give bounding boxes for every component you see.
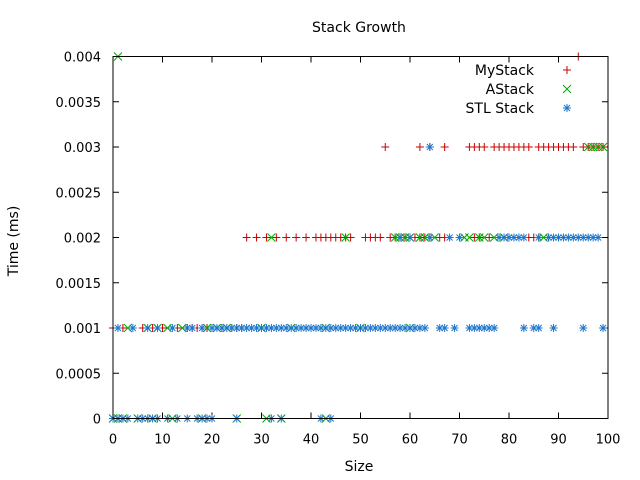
series-3 [109, 143, 608, 423]
data-point [406, 233, 414, 242]
y-tick-label: 0.004 [64, 51, 101, 66]
data-point [569, 233, 578, 242]
legend-marker [562, 84, 572, 94]
data-point [534, 233, 543, 242]
y-tick-label: 0.0035 [56, 96, 102, 111]
y-tick-label: 0.0015 [56, 277, 102, 292]
data-point [440, 143, 449, 151]
data-point [480, 143, 489, 151]
data-point [257, 324, 266, 332]
data-point [188, 324, 197, 332]
y-tick-label: 0 [93, 413, 101, 428]
data-point [450, 324, 459, 332]
x-tick-label: 40 [303, 433, 320, 448]
data-point [524, 143, 533, 151]
data-point [113, 324, 122, 332]
data-point [479, 233, 489, 242]
x-tick-label: 60 [402, 433, 419, 448]
x-tick-label: 80 [501, 433, 518, 448]
x-tick-label: 30 [253, 433, 270, 448]
legend-marker [563, 66, 571, 74]
x-tick-label: 20 [204, 433, 221, 448]
data-point [455, 233, 464, 242]
y-tick-label: 0.0005 [56, 367, 102, 382]
x-tick-label: 0 [109, 433, 117, 448]
data-point [386, 324, 395, 332]
data-points [108, 52, 608, 423]
data-point [594, 233, 603, 242]
legend-marker [563, 104, 571, 112]
y-tick-label: 0.003 [64, 141, 101, 156]
x-tick-label: 10 [154, 433, 171, 448]
data-point [598, 142, 608, 152]
data-point [440, 324, 449, 332]
y-tick-label: 0.001 [64, 322, 101, 337]
data-point [346, 233, 355, 242]
data-point [341, 233, 351, 242]
data-point [564, 233, 573, 242]
data-point [272, 324, 281, 332]
data-point [292, 233, 301, 242]
data-point [465, 233, 474, 242]
data-point [381, 143, 390, 151]
data-point [549, 324, 558, 332]
data-point [589, 233, 598, 242]
data-point [311, 324, 320, 332]
data-point [485, 233, 494, 242]
data-point [247, 324, 256, 332]
y-axis-title: Time (ms) [6, 206, 22, 278]
data-point [376, 233, 385, 242]
data-point [153, 324, 162, 332]
data-point [168, 324, 177, 332]
data-point [445, 233, 454, 242]
plot-frame [112, 56, 609, 419]
data-point [396, 233, 405, 242]
data-point [242, 233, 251, 242]
legend-label: STL Stack [466, 101, 535, 117]
data-point [381, 324, 390, 332]
data-point [534, 324, 543, 332]
chart-title: Stack Growth [312, 20, 406, 36]
data-point [212, 324, 221, 332]
x-axis-title: Size [345, 459, 374, 475]
data-point [262, 233, 271, 242]
legend-label: AStack [486, 82, 535, 98]
data-point [198, 324, 207, 332]
data-point [128, 324, 137, 332]
x-tick-label: 100 [596, 433, 621, 448]
data-point [514, 233, 523, 242]
data-point [302, 233, 311, 242]
data-point [470, 324, 479, 332]
x-tick-label: 70 [451, 433, 468, 448]
axis-ticks: 0 10 20 30 40 50 60 70 80 90 100 0 0.0005 0.001 0.0015… [56, 51, 621, 448]
data-point [465, 324, 474, 332]
data-point [425, 233, 434, 242]
data-point [569, 143, 578, 151]
data-point [519, 324, 528, 332]
legend-label: MyStack [475, 63, 535, 79]
data-point [519, 233, 528, 242]
data-point [143, 324, 152, 332]
data-point [267, 233, 276, 242]
x-tick-label: 50 [352, 433, 369, 448]
data-point [425, 143, 434, 151]
data-point [282, 233, 291, 242]
legend: MyStack AStack STL Stack [466, 63, 572, 117]
data-point [272, 233, 281, 242]
data-point [579, 324, 588, 332]
y-tick-label: 0.002 [64, 232, 101, 247]
x-tick-label: 90 [550, 433, 567, 448]
data-point [252, 233, 261, 242]
data-point [371, 324, 380, 332]
data-point [420, 324, 429, 332]
data-point [435, 324, 444, 332]
data-point [505, 233, 513, 242]
data-point [415, 143, 424, 151]
data-point [599, 324, 608, 332]
data-point [237, 324, 246, 332]
y-tick-label: 0.0025 [56, 186, 102, 201]
data-point [490, 324, 499, 332]
